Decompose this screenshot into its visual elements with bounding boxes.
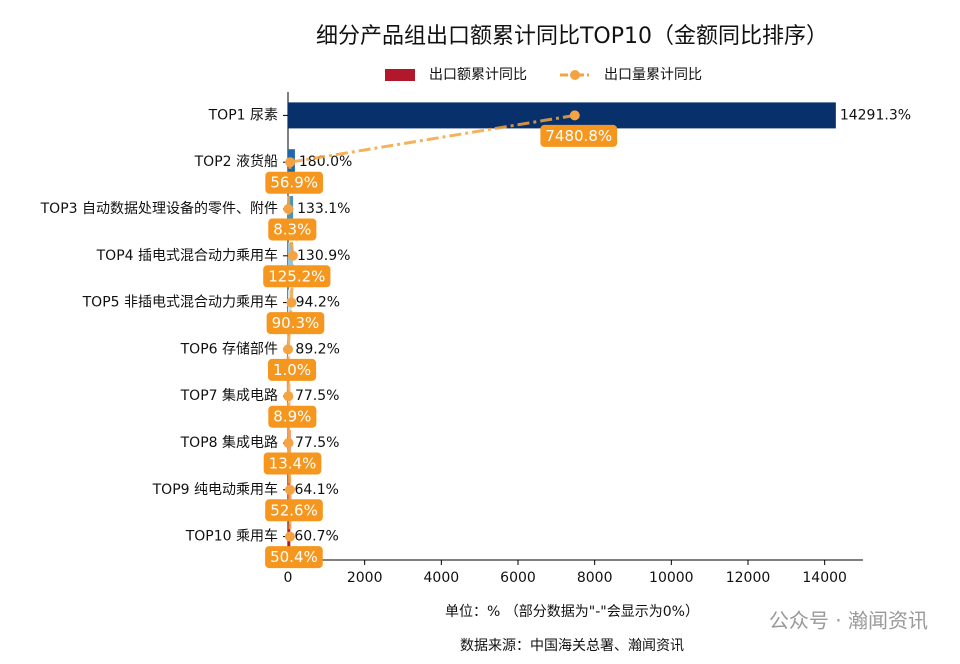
x-tick-label: 8000 (577, 570, 613, 586)
legend-marker (570, 70, 580, 80)
line-point (284, 531, 295, 542)
legend-label: 出口额累计同比 (429, 67, 527, 83)
point-label: 50.4% (265, 546, 323, 569)
chart-title: 细分产品组出口额累计同比TOP10（金额同比排序） (316, 24, 828, 49)
legend-label: 出口量累计同比 (604, 67, 702, 83)
point-label-text: 50.4% (270, 548, 318, 566)
point-label-box (265, 499, 323, 522)
x-tick-label: 10000 (649, 570, 694, 586)
point-label-box (268, 405, 317, 428)
line-point (287, 250, 298, 261)
watermark: 公众号 · 瀚闻资讯 (769, 609, 928, 633)
source: 数据来源：中国海关总署、瀚闻资讯 (460, 638, 684, 654)
bar-label: 130.9% (297, 248, 350, 264)
x-tick-label: 4000 (424, 570, 460, 586)
point-label: 7480.8% (540, 124, 618, 147)
point-label: 125.2% (263, 265, 331, 288)
line-point (283, 438, 294, 448)
line-point (285, 484, 296, 495)
y-tick-label: TOP3 自动数据处理设备的零件、附件 (40, 200, 278, 217)
point-label-box (263, 265, 331, 288)
bar-label: 89.2% (295, 341, 339, 357)
line-point (283, 204, 294, 214)
point-label: 56.9% (265, 171, 324, 194)
point-label: 8.3% (268, 218, 317, 241)
bar-label: 14291.3% (840, 107, 911, 123)
point-label: 13.4% (263, 452, 322, 475)
line-point (283, 391, 294, 402)
line-point (286, 297, 297, 308)
bar-label: 133.1% (297, 201, 350, 217)
bar-label: 60.7% (294, 529, 338, 545)
point-label-box (268, 218, 317, 241)
line-point (285, 157, 296, 168)
point-label: 52.6% (265, 499, 323, 522)
bar-label: 77.5% (295, 388, 339, 404)
x-tick-label: 14000 (802, 570, 847, 586)
point-label-box (266, 312, 325, 335)
y-tick-label: TOP10 乘用车 (185, 528, 278, 545)
y-tick-label: TOP4 插电式混合动力乘用车 (96, 247, 278, 264)
point-label-text: 8.9% (273, 408, 311, 426)
point-label-box (267, 358, 317, 381)
line (286, 113, 576, 537)
x-tick-label: 6000 (500, 570, 536, 586)
y-tick-label: TOP6 存储部件 (180, 341, 278, 357)
point-label-text: 52.6% (270, 501, 318, 519)
y-tick-label: TOP5 非插电式混合动力乘用车 (82, 294, 278, 311)
point-label: 90.3% (266, 312, 325, 335)
point-label-text: 1.0% (273, 361, 311, 379)
point-label-text: 125.2% (268, 267, 325, 285)
point-label-text: 7480.8% (545, 127, 612, 145)
x-tick-label: 2000 (347, 570, 383, 586)
point-label-text: 8.3% (273, 221, 311, 239)
bar (288, 102, 836, 129)
unit-note: 单位：% （部分数据为"-"会显示为0%） (445, 604, 699, 620)
line-point (283, 344, 294, 355)
point-label-text: 56.9% (270, 174, 318, 192)
y-tick-label: TOP1 尿素 (208, 107, 278, 123)
point-label-text: 13.4% (269, 455, 317, 473)
legend-swatch (385, 69, 415, 81)
line-point (569, 110, 580, 121)
point-label-box (265, 546, 323, 569)
point-label: 1.0% (267, 358, 317, 381)
point-label-box (265, 171, 324, 194)
bar-label: 64.1% (294, 482, 338, 498)
point-label-text: 90.3% (272, 314, 320, 332)
y-tick-label: TOP7 集成电路 (180, 387, 278, 404)
y-tick-label: TOP8 集成电路 (180, 434, 278, 451)
bar-label: 180.0% (299, 154, 352, 170)
x-tick-label: 0 (284, 570, 293, 586)
point-label: 8.9% (268, 405, 317, 428)
y-tick-label: TOP9 纯电动乘用车 (152, 481, 278, 498)
point-label-box (263, 452, 322, 475)
bar-label: 94.2% (296, 295, 340, 311)
x-tick-label: 12000 (726, 570, 771, 586)
bar-label: 77.5% (295, 435, 339, 451)
y-tick-label: TOP2 液货船 (194, 153, 278, 170)
point-label-box (540, 124, 618, 147)
